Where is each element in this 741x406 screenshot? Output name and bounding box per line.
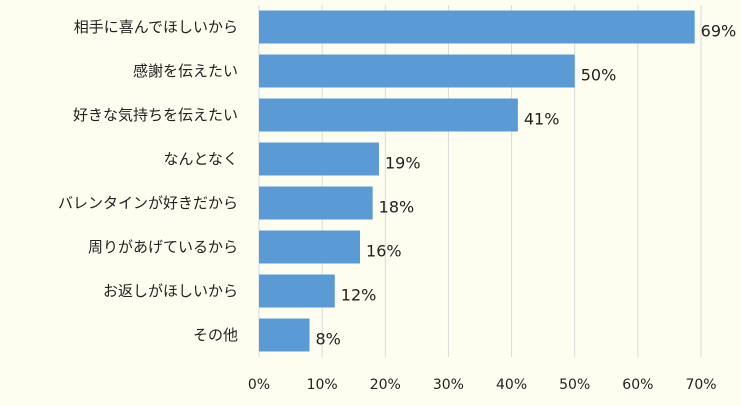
category-label-2: 好きな気持ちを伝えたい	[73, 106, 238, 124]
x-tick-label-6: 60%	[622, 377, 653, 393]
data-label-4: 18%	[379, 198, 415, 217]
category-label-7: その他	[193, 326, 238, 344]
category-label-1: 感謝を伝えたい	[133, 62, 238, 80]
x-tick-label-3: 30%	[433, 377, 464, 393]
x-tick-label-1: 10%	[307, 377, 338, 393]
x-tick-label-4: 40%	[496, 377, 527, 393]
x-tick-label-5: 50%	[559, 377, 590, 393]
bar-4	[259, 186, 373, 220]
category-label-3: なんとなく	[163, 150, 238, 168]
category-label-0: 相手に喜んでほしいから	[74, 18, 238, 36]
bar-3	[259, 142, 379, 176]
x-tick-label-2: 20%	[370, 377, 401, 393]
category-label-6: お返しがほしいから	[103, 282, 238, 300]
bar-2	[259, 98, 518, 132]
bar-7	[259, 318, 310, 352]
data-label-6: 12%	[341, 286, 377, 305]
data-label-3: 19%	[385, 154, 421, 173]
bars	[259, 10, 695, 352]
data-label-5: 16%	[366, 242, 402, 261]
bar-1	[259, 54, 575, 88]
category-label-5: 周りがあげているから	[88, 238, 238, 256]
data-labels: 69% 50% 41% 19% 18% 16% 12% 8%	[316, 22, 737, 349]
data-label-2: 41%	[524, 110, 560, 129]
bar-6	[259, 274, 335, 308]
bar-0	[259, 10, 695, 44]
x-tick-labels: 0% 10% 20% 30% 40% 50% 60% 70%	[248, 377, 717, 393]
data-label-0: 69%	[701, 22, 737, 41]
bar-5	[259, 230, 361, 264]
x-tick-label-0: 0%	[248, 377, 270, 393]
x-tick-label-7: 70%	[685, 377, 716, 393]
category-labels: 相手に喜んでほしいから感謝を伝えたい好きな気持ちを伝えたいなんとなくバレンタイン…	[58, 18, 238, 344]
category-label-4: バレンタインが好きだから	[58, 194, 238, 212]
data-label-7: 8%	[316, 330, 341, 349]
data-label-1: 50%	[581, 66, 617, 85]
